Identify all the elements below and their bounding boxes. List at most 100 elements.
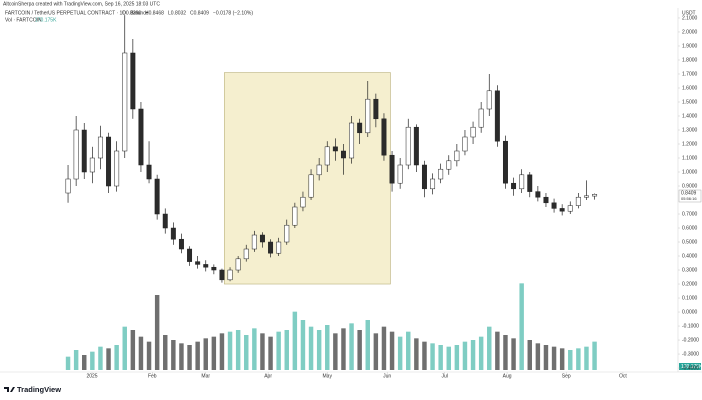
volume-bar (284, 330, 289, 370)
volume-bar (82, 355, 87, 370)
volume-bar (244, 335, 249, 370)
volume-bar (130, 330, 136, 370)
candle-body (324, 146, 330, 166)
candle-body (389, 154, 395, 184)
volume-bar (195, 341, 200, 370)
candle-body (478, 108, 484, 128)
candle-body (195, 261, 201, 265)
candle-body (187, 248, 193, 262)
volume-bar (422, 341, 427, 370)
volume-bar (559, 348, 565, 370)
volume-bar (414, 338, 419, 370)
candle-body (130, 52, 136, 110)
y-tick-label: 0.2000 (682, 281, 698, 287)
candle-body (219, 269, 225, 281)
candle-body (106, 136, 112, 187)
ohlc-high: H0.8468 (145, 10, 164, 16)
candle-body (146, 164, 152, 180)
volume-bar (406, 331, 411, 370)
volume-bar (211, 336, 217, 370)
currency: USDT (682, 10, 696, 16)
y-tick-label: 2.0000 (682, 29, 698, 35)
candle-body (357, 122, 363, 134)
candle-body (114, 150, 120, 187)
y-tick-label: 0.7000 (682, 211, 698, 217)
volume-bar (503, 335, 508, 370)
volume-bar (106, 348, 111, 370)
y-tick-label: 0.6000 (682, 225, 698, 231)
volume-bar (527, 340, 532, 370)
volume-bar (584, 346, 589, 370)
candle-body (381, 118, 387, 156)
logo-icon (4, 387, 15, 392)
y-tick-label: 0.3000 (682, 267, 698, 273)
volume-bar (138, 336, 144, 370)
volume-bar (535, 343, 541, 370)
volume-bar (478, 336, 484, 370)
y-tick-label: 1.3000 (682, 127, 698, 133)
candle-body (405, 126, 411, 166)
logo-text: TradingView (17, 385, 61, 394)
y-tick-label: 1.0000 (682, 169, 698, 175)
countdown: 05:56:16 (681, 196, 697, 201)
volume-bar (154, 295, 160, 370)
candle-body (559, 208, 565, 212)
volume-bar (235, 330, 241, 370)
volume-bar (389, 331, 395, 370)
candle-body (413, 126, 419, 166)
ohlc-open: O0.8280 (122, 10, 141, 16)
candle-body (502, 140, 508, 184)
volume-bar (316, 330, 322, 370)
x-tick-label: May (323, 373, 333, 379)
candle-body (284, 224, 290, 243)
volume-bar (90, 351, 95, 370)
candle-body (316, 164, 322, 176)
candle-body (251, 234, 257, 250)
volume-bar (98, 346, 103, 370)
candle-body (138, 108, 144, 166)
candle-body (527, 174, 533, 192)
candle-body (65, 178, 71, 194)
candle-body (203, 264, 209, 268)
x-tick-label: Mar (201, 373, 210, 379)
candle-body (211, 266, 217, 271)
candle-body (89, 157, 95, 173)
candle-body (81, 129, 87, 173)
volume-bar (511, 338, 516, 370)
volume-bar (487, 326, 492, 370)
volume-bar (470, 340, 476, 370)
volume-bar (73, 350, 79, 370)
y-tick-label: -0.4000 (682, 365, 699, 371)
volume-title: Vol · FARTCOIN (5, 17, 42, 23)
volume-bar (430, 343, 435, 370)
volume-bar (292, 311, 298, 370)
candle-body (178, 238, 184, 250)
volume-bar (122, 326, 127, 370)
volume-bar (357, 330, 362, 370)
volume-bar (171, 340, 176, 370)
volume-bar (551, 346, 557, 370)
candle-body (170, 227, 176, 240)
y-tick-label: -0.1000 (682, 323, 699, 329)
volume-bar (365, 320, 370, 370)
y-tick-label: -0.3000 (682, 351, 699, 357)
candle-body (122, 52, 128, 152)
volume-badge (679, 363, 701, 370)
price-badge (678, 189, 702, 203)
volume-bar (333, 333, 338, 370)
candle-body (365, 98, 371, 134)
candle-body (243, 248, 249, 260)
candle-body (470, 126, 476, 138)
candle-body (300, 196, 306, 208)
y-tick-label: 2.1000 (682, 15, 698, 21)
candle-body (430, 178, 436, 190)
volume-bar (373, 333, 379, 370)
candle-body (511, 182, 517, 190)
volume-bar (179, 343, 184, 370)
x-tick-label: Jun (383, 373, 391, 379)
y-tick-label: 1.5000 (682, 99, 698, 105)
candle-body (235, 258, 241, 271)
candle-body (583, 195, 589, 198)
candle-body (162, 213, 168, 229)
volume-bar (454, 345, 460, 370)
